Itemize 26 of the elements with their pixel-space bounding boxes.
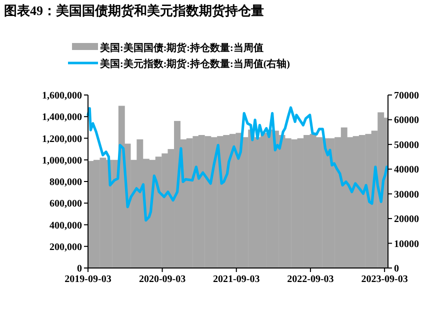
y2-tick-label: 10000	[394, 238, 419, 250]
y2-tick-label: 20000	[394, 214, 419, 226]
x-tick-label: 2019-09-03	[64, 274, 112, 285]
y-tick-label: 200,000	[50, 242, 82, 253]
y-tick-label: 400,000	[50, 220, 82, 232]
y-tick-label: 1,200,000	[42, 134, 82, 145]
chart-title: 图表49：美国国债期货和美元指数期货持仓量	[4, 3, 264, 18]
y-tick-label: 1,400,000	[42, 112, 82, 124]
y2-tick-label: 40000	[394, 164, 419, 176]
line-series	[86, 106, 388, 222]
y-tick-label: 800,000	[50, 177, 82, 188]
y2-tick-label: 0	[394, 264, 399, 274]
y-tick-label: 1,600,000	[42, 90, 82, 102]
y2-tick-label: 50000	[394, 140, 419, 151]
x-tick-label: 2022-09-03	[287, 274, 334, 285]
legend-label: 美国:美元指数:期货:持仓数量:当周值(右轴)	[99, 58, 290, 70]
y-tick-label: 1,000,000	[42, 155, 82, 166]
x-tick-label: 2023-09-03	[361, 274, 408, 285]
x-tick-label: 2020-09-03	[138, 274, 186, 285]
y2-tick-label: 60000	[394, 115, 419, 126]
y-tick-label: 0	[77, 264, 82, 274]
y2-tick-label: 30000	[394, 189, 419, 200]
y2-tick-label: 70000	[394, 90, 419, 102]
y-tick-label: 600,000	[50, 198, 82, 210]
legend-label: 美国:美国国债:期货:持仓数量:当周值	[99, 42, 264, 54]
x-tick-label: 2021-09-03	[213, 274, 260, 285]
